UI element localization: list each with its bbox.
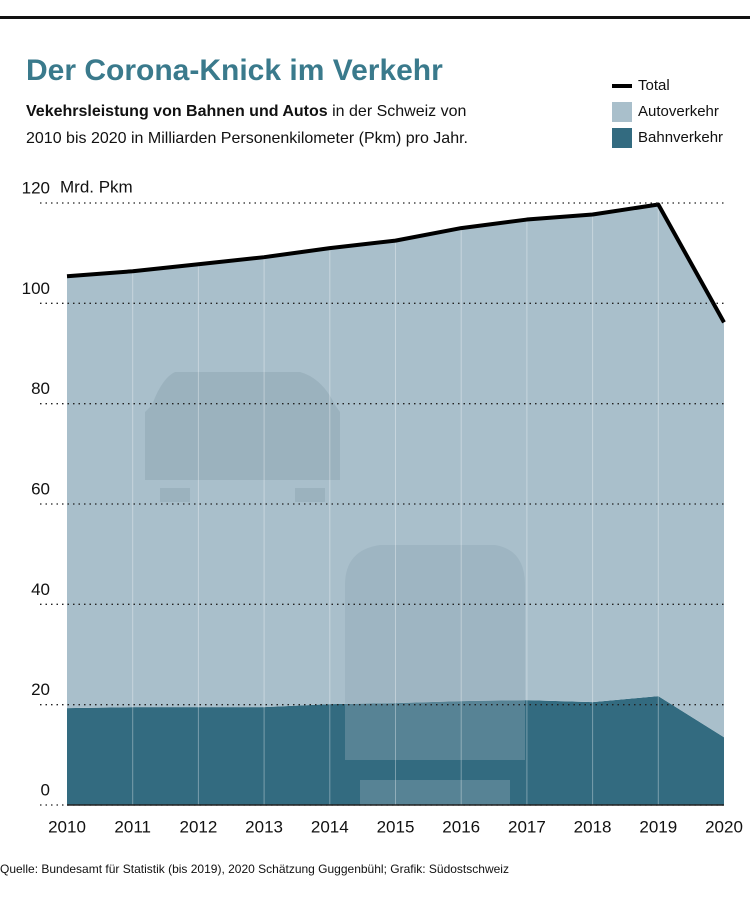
x-tick-label: 2014 [311,817,349,836]
y-unit: Mrd. Pkm [60,177,133,196]
car-icon [145,372,340,502]
chart-title: Der Corona-Knick im Verkehr [26,54,443,87]
legend-swatch [612,128,632,148]
y-tick-label: 80 [31,379,50,398]
x-tick-label: 2019 [639,817,677,836]
area [67,204,724,738]
x-tick-label: 2017 [508,817,546,836]
legend-swatch [612,102,632,122]
x-tick-label: 2013 [245,817,283,836]
x-tick-label: 2018 [574,817,612,836]
legend-label: Total [638,77,670,94]
legend-label: Bahnverkehr [638,129,723,146]
y-tick-label: 20 [31,680,50,699]
legend-label: Autoverkehr [638,103,719,120]
x-tick-label: 2016 [442,817,480,836]
subtitle-bold: Vekehrsleistung von Bahnen und Autos [26,103,328,120]
y-tick-label: 100 [22,279,50,298]
x-tick-label: 2015 [377,817,415,836]
subtitle-text: in der Schweiz von [332,103,466,120]
train-icon [345,545,525,805]
y-tick-label: 0 [41,780,50,799]
subtitle: Vekehrsleistung von Bahnen und Autos in … [26,103,466,120]
x-tick-label: 2011 [114,817,151,836]
y-tick-label: 60 [31,479,50,498]
top-rule [0,16,750,19]
x-tick-label: 2010 [48,817,86,836]
source: Quelle: Bundesamt für Statistik (bis 201… [0,862,509,876]
area [67,696,724,805]
x-tick-label: 2012 [179,817,217,836]
subtitle: 2010 bis 2020 in Milliarden Personenkilo… [26,130,468,147]
total-line [66,202,726,324]
y-tick-label: 40 [31,580,50,599]
y-tick-label: 120 [22,178,50,197]
x-tick-label: 2020 [705,817,743,836]
